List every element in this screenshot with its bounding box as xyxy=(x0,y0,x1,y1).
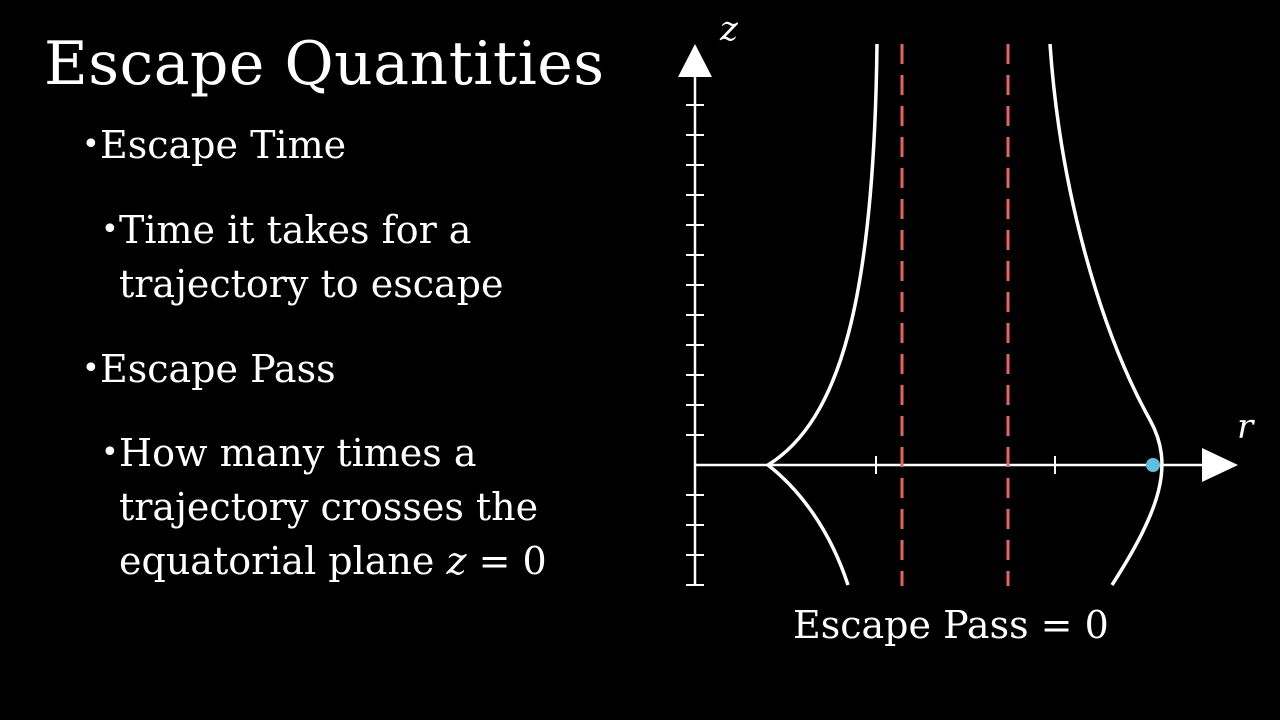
bullet-escape-pass-text: Escape Pass xyxy=(100,347,336,391)
r-axis-arrowhead xyxy=(1202,448,1238,482)
particle-dot xyxy=(1146,458,1160,472)
z-axis-ticks xyxy=(686,104,704,586)
bullet-escape-time-description: • Time it takes for a trajectory to esca… xyxy=(101,203,504,311)
escape-pass-caption: Escape Pass = 0 xyxy=(793,598,1109,652)
escape-pass-desc-line-3: equatorial plane z = 0 xyxy=(119,534,547,588)
r-axis-label: r xyxy=(1237,407,1255,447)
caption-value: 0 xyxy=(1084,603,1109,647)
bullet-dot: • xyxy=(101,435,119,470)
bullet-dot: • xyxy=(82,127,100,162)
escape-pass-desc-line-3-prefix: equatorial plane xyxy=(119,539,447,583)
bullet-escape-time: • Escape Time xyxy=(82,118,347,172)
trajectory-curve-right xyxy=(1048,43,1164,586)
bullet-dot: • xyxy=(82,351,100,386)
z-axis-arrowhead xyxy=(678,44,712,77)
escape-pass-desc-line-3-suffix: = 0 xyxy=(466,539,547,583)
z-axis-label: z xyxy=(719,9,739,49)
escape-pass-desc-line-2: trajectory crosses the xyxy=(119,485,539,529)
z-variable: z xyxy=(446,539,467,583)
caption-equals: = xyxy=(1028,603,1085,647)
slide-title: Escape Quantities xyxy=(44,29,605,99)
escape-time-desc-line-1: Time it takes for a xyxy=(119,208,472,252)
escape-time-desc-line-2: trajectory to escape xyxy=(119,262,504,306)
bullet-dot: • xyxy=(101,212,119,247)
bullet-escape-pass: • Escape Pass xyxy=(82,342,336,396)
escape-pass-desc-line-1: How many times a xyxy=(119,431,477,475)
bullet-escape-time-text: Escape Time xyxy=(100,123,347,167)
bullet-escape-pass-description: • How many times a trajectory crosses th… xyxy=(101,426,547,588)
caption-label: Escape Pass xyxy=(793,603,1029,647)
trajectory-curve-left xyxy=(764,43,879,586)
